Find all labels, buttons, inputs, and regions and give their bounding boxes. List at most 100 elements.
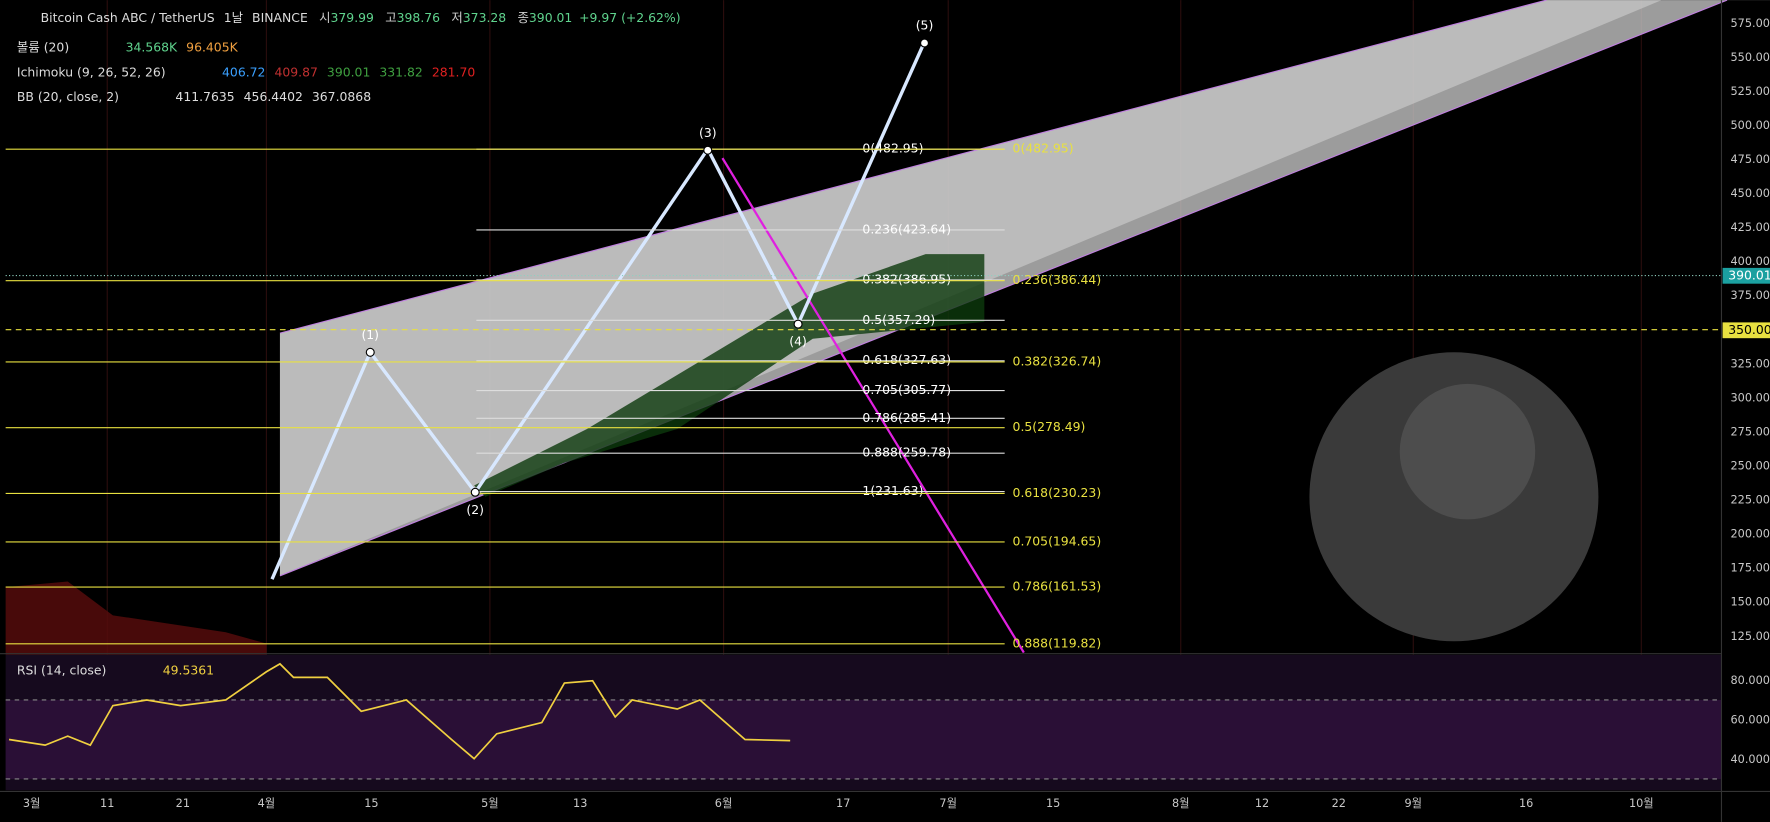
- time-tick: 17: [836, 797, 850, 810]
- time-tick: 7월: [939, 797, 957, 810]
- indicator-value: 367.0868: [312, 89, 371, 104]
- wave-label: (3): [699, 125, 717, 140]
- change: +9.97 (+2.62%): [579, 10, 680, 25]
- wave-point: [470, 487, 480, 497]
- fib-label: 0(482.95): [862, 141, 923, 156]
- price-tick: 425.00: [1730, 221, 1769, 234]
- wave-point: [365, 347, 375, 357]
- time-tick: 15: [364, 797, 378, 810]
- price-tick: 250.00: [1730, 460, 1769, 473]
- indicator-name: Ichimoku (9, 26, 52, 26): [17, 64, 166, 79]
- wave-point: [703, 145, 713, 155]
- price-tick: 550.00: [1730, 51, 1769, 64]
- indicator: Ichimoku (9, 26, 52, 26) 406.72 409.87 390.…: [17, 64, 475, 79]
- indicator-name: BB (20, close, 2): [17, 89, 119, 104]
- header: Bitcoin Cash ABC / TetherUS 1날 BINANCE 시379…: [41, 10, 681, 25]
- fib-label: 0.618(230.23): [1013, 485, 1102, 500]
- exchange: BINANCE: [252, 10, 308, 25]
- ohlc-value: 379.99: [331, 10, 375, 25]
- price-tick: 275.00: [1730, 425, 1769, 438]
- time-tick: 11: [100, 797, 114, 810]
- price-tick: 500.00: [1730, 119, 1769, 132]
- fib-label: 0.705(194.65): [1013, 533, 1102, 548]
- fib-label: 0.5(357.29): [862, 312, 935, 327]
- fib-label: 0.5(278.49): [1013, 419, 1086, 434]
- rsi-tick: 40.0000: [1730, 753, 1770, 766]
- price-tick: 225.00: [1730, 494, 1769, 507]
- price-tick: 150.00: [1730, 596, 1769, 609]
- symbol: Bitcoin Cash ABC / TetherUS: [41, 10, 215, 25]
- rsi-band: [5, 699, 1722, 779]
- ohlc-value: 398.76: [397, 10, 441, 25]
- rsi-value: 49.5361: [163, 662, 214, 677]
- fib-label: 0.786(161.53): [1013, 579, 1102, 594]
- price-tick: 300.00: [1730, 391, 1769, 404]
- price-badge-label: 350.00: [1728, 322, 1770, 337]
- fib-label: 0.888(259.78): [862, 445, 951, 460]
- indicator-value: 281.70: [432, 64, 476, 79]
- fib-label: 0.888(119.82): [1013, 635, 1102, 650]
- fib-label: 0.382(386.95): [862, 271, 951, 286]
- wave-label: (1): [361, 327, 379, 342]
- portrait-face: [1399, 383, 1536, 520]
- price-tick: 325.00: [1730, 357, 1769, 370]
- fib-label: 0.618(327.63): [862, 352, 951, 367]
- price-tick: 450.00: [1730, 187, 1769, 200]
- fib-label: 0.786(285.41): [862, 410, 951, 425]
- indicator: 볼륨 (20) 34.568K 96.405K: [17, 39, 239, 54]
- indicator-value: 390.01: [327, 64, 370, 79]
- time-tick: 22: [1332, 797, 1346, 810]
- price-tick: 200.00: [1730, 528, 1769, 541]
- indicator-value: 96.405K: [186, 39, 238, 54]
- time-tick: 15: [1046, 797, 1060, 810]
- channel-top: [279, 0, 1547, 334]
- fib-label: 1(231.63): [862, 483, 923, 498]
- time-tick: 9월: [1405, 797, 1423, 810]
- time-tick: 16: [1519, 797, 1533, 810]
- time-tick: 6월: [715, 797, 733, 810]
- time-tick: 5월: [481, 797, 499, 810]
- ichimoku-cloud-red: [5, 581, 267, 655]
- price-tick: 575.00: [1730, 17, 1769, 30]
- fib-label: 0.236(423.64): [862, 221, 951, 236]
- time-tick: 10월: [1629, 797, 1654, 810]
- indicator-value: 331.82: [379, 64, 422, 79]
- fib-label: 0.382(326.74): [1013, 353, 1102, 368]
- fib-label: 0(482.95): [1013, 141, 1074, 156]
- wave-label: (4): [789, 334, 807, 349]
- ohlc-label: 고: [385, 10, 396, 25]
- indicator-name: 볼륨 (20): [17, 39, 69, 54]
- rsi-name: RSI (14, close): [17, 662, 106, 677]
- time-tick: 12: [1255, 797, 1269, 810]
- time-tick: 8월: [1172, 797, 1190, 810]
- time-tick: 3월: [23, 797, 41, 810]
- indicator-value: 406.72: [222, 64, 265, 79]
- fib-label: 0.236(386.44): [1013, 272, 1102, 287]
- indicator-value: 409.87: [274, 64, 317, 79]
- indicator-value: 411.7635: [175, 89, 234, 104]
- price-tick: 525.00: [1730, 85, 1769, 98]
- wave-point: [793, 319, 803, 329]
- indicator-value: 456.4402: [244, 89, 303, 104]
- price-tick: 125.00: [1730, 630, 1769, 643]
- fib-label: 0.705(305.77): [862, 382, 951, 397]
- rsi-tick: 60.0000: [1730, 713, 1770, 726]
- time-tick: 4월: [258, 797, 276, 810]
- ohlc-label: 종: [517, 10, 528, 25]
- rsi-header: RSI (14, close) 49.5361: [17, 662, 214, 677]
- interval: 1날: [224, 10, 243, 25]
- wave-label: (2): [466, 502, 484, 517]
- wave-label: (5): [916, 18, 934, 33]
- time-tick: 13: [573, 797, 587, 810]
- price-tick: 475.00: [1730, 153, 1769, 166]
- ichimoku-cloud: [474, 254, 985, 497]
- ohlc-value: 390.01: [529, 10, 572, 25]
- time-tick: 21: [176, 797, 190, 810]
- indicator: BB (20, close, 2) 411.7635 456.4402 367.086…: [17, 89, 371, 104]
- indicator-value: 34.568K: [126, 39, 178, 54]
- wave-point: [919, 38, 930, 48]
- ohlc-label: 저: [451, 10, 462, 25]
- rsi-tick: 80.0000: [1730, 674, 1770, 687]
